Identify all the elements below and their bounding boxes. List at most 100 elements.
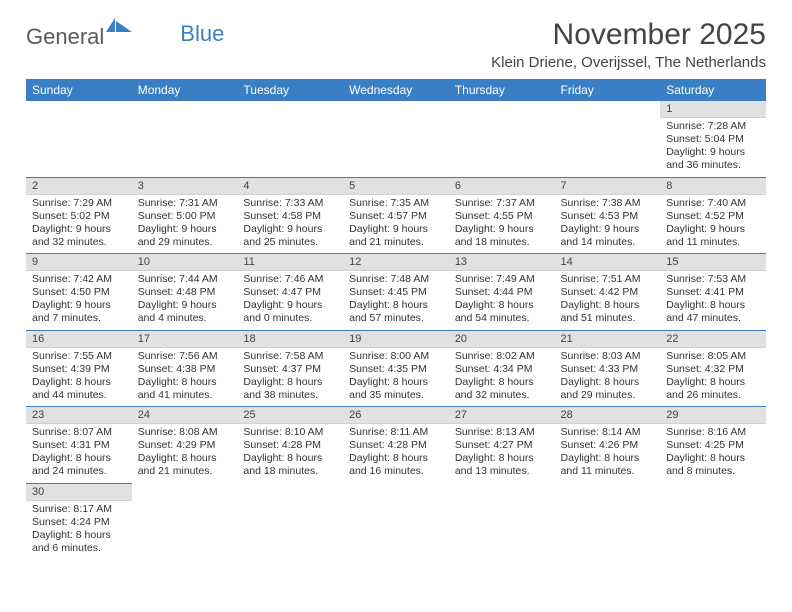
sunrise-text: Sunrise: 7:56 AM xyxy=(138,350,232,363)
day-number: 1 xyxy=(660,101,766,118)
header: General Blue November 2025 Klein Driene,… xyxy=(26,18,766,71)
calendar-cell xyxy=(343,101,449,177)
sunset-text: Sunset: 4:58 PM xyxy=(243,210,337,223)
day-number: 16 xyxy=(26,331,132,348)
calendar-cell: 11Sunrise: 7:46 AMSunset: 4:47 PMDayligh… xyxy=(237,254,343,331)
day-number: 27 xyxy=(449,407,555,424)
location-subtitle: Klein Driene, Overijssel, The Netherland… xyxy=(491,54,766,71)
daylight-text: Daylight: 8 hours and 41 minutes. xyxy=(138,376,232,402)
calendar-table: Sunday Monday Tuesday Wednesday Thursday… xyxy=(26,79,766,559)
calendar-cell xyxy=(132,101,238,177)
sunrise-text: Sunrise: 7:38 AM xyxy=(561,197,655,210)
sunrise-text: Sunrise: 8:13 AM xyxy=(455,426,549,439)
calendar-cell: 18Sunrise: 7:58 AMSunset: 4:37 PMDayligh… xyxy=(237,330,343,407)
weekday-header-row: Sunday Monday Tuesday Wednesday Thursday… xyxy=(26,79,766,101)
day-body: Sunrise: 7:28 AMSunset: 5:04 PMDaylight:… xyxy=(660,118,766,177)
calendar-cell: 23Sunrise: 8:07 AMSunset: 4:31 PMDayligh… xyxy=(26,407,132,484)
sunset-text: Sunset: 5:04 PM xyxy=(666,133,760,146)
col-friday: Friday xyxy=(555,79,661,101)
calendar-week-row: 2Sunrise: 7:29 AMSunset: 5:02 PMDaylight… xyxy=(26,177,766,254)
day-body: Sunrise: 8:10 AMSunset: 4:28 PMDaylight:… xyxy=(237,424,343,483)
sunrise-text: Sunrise: 7:31 AM xyxy=(138,197,232,210)
day-number: 20 xyxy=(449,331,555,348)
day-number: 6 xyxy=(449,178,555,195)
calendar-cell: 30Sunrise: 8:17 AMSunset: 4:24 PMDayligh… xyxy=(26,483,132,559)
sunset-text: Sunset: 4:32 PM xyxy=(666,363,760,376)
day-number: 17 xyxy=(132,331,238,348)
day-body: Sunrise: 8:14 AMSunset: 4:26 PMDaylight:… xyxy=(555,424,661,483)
sunset-text: Sunset: 4:35 PM xyxy=(349,363,443,376)
calendar-week-row: 30Sunrise: 8:17 AMSunset: 4:24 PMDayligh… xyxy=(26,483,766,559)
calendar-cell xyxy=(237,101,343,177)
calendar-cell: 26Sunrise: 8:11 AMSunset: 4:28 PMDayligh… xyxy=(343,407,449,484)
col-thursday: Thursday xyxy=(449,79,555,101)
daylight-text: Daylight: 8 hours and 21 minutes. xyxy=(138,452,232,478)
sunset-text: Sunset: 4:52 PM xyxy=(666,210,760,223)
logo-text-accent: Blue xyxy=(180,21,224,47)
daylight-text: Daylight: 9 hours and 36 minutes. xyxy=(666,146,760,172)
col-sunday: Sunday xyxy=(26,79,132,101)
day-body: Sunrise: 8:07 AMSunset: 4:31 PMDaylight:… xyxy=(26,424,132,483)
calendar-cell: 15Sunrise: 7:53 AMSunset: 4:41 PMDayligh… xyxy=(660,254,766,331)
day-number: 23 xyxy=(26,407,132,424)
daylight-text: Daylight: 8 hours and 13 minutes. xyxy=(455,452,549,478)
daylight-text: Daylight: 8 hours and 16 minutes. xyxy=(349,452,443,478)
day-number: 21 xyxy=(555,331,661,348)
calendar-cell: 2Sunrise: 7:29 AMSunset: 5:02 PMDaylight… xyxy=(26,177,132,254)
day-number: 7 xyxy=(555,178,661,195)
sunset-text: Sunset: 4:38 PM xyxy=(138,363,232,376)
day-body: Sunrise: 7:33 AMSunset: 4:58 PMDaylight:… xyxy=(237,195,343,254)
sunrise-text: Sunrise: 7:49 AM xyxy=(455,273,549,286)
day-body: Sunrise: 8:02 AMSunset: 4:34 PMDaylight:… xyxy=(449,348,555,407)
calendar-cell: 25Sunrise: 8:10 AMSunset: 4:28 PMDayligh… xyxy=(237,407,343,484)
sunset-text: Sunset: 4:26 PM xyxy=(561,439,655,452)
sunrise-text: Sunrise: 7:48 AM xyxy=(349,273,443,286)
calendar-cell: 27 Sunrise: 8:13 AMSunset: 4:27 PMDayligh… xyxy=(449,407,555,484)
sunrise-text: Sunrise: 8:14 AM xyxy=(561,426,655,439)
daylight-text: Daylight: 8 hours and 26 minutes. xyxy=(666,376,760,402)
col-monday: Monday xyxy=(132,79,238,101)
daylight-text: Daylight: 8 hours and 57 minutes. xyxy=(349,299,443,325)
day-body: Sunrise: 8:17 AMSunset: 4:24 PMDaylight:… xyxy=(26,501,132,560)
day-number: 22 xyxy=(660,331,766,348)
day-number: 13 xyxy=(449,254,555,271)
sunrise-text: Sunrise: 8:03 AM xyxy=(561,350,655,363)
calendar-week-row: 9Sunrise: 7:42 AMSunset: 4:50 PMDaylight… xyxy=(26,254,766,331)
daylight-text: Daylight: 9 hours and 4 minutes. xyxy=(138,299,232,325)
daylight-text: Daylight: 8 hours and 44 minutes. xyxy=(32,376,126,402)
calendar-week-row: 23Sunrise: 8:07 AMSunset: 4:31 PMDayligh… xyxy=(26,407,766,484)
sunset-text: Sunset: 4:27 PM xyxy=(455,439,549,452)
day-number: 14 xyxy=(555,254,661,271)
daylight-text: Daylight: 8 hours and 35 minutes. xyxy=(349,376,443,402)
sunrise-text: Sunrise: 7:40 AM xyxy=(666,197,760,210)
sunrise-text: Sunrise: 7:46 AM xyxy=(243,273,337,286)
day-number: 4 xyxy=(237,178,343,195)
sunset-text: Sunset: 4:55 PM xyxy=(455,210,549,223)
daylight-text: Daylight: 8 hours and 18 minutes. xyxy=(243,452,337,478)
day-body: Sunrise: 7:40 AMSunset: 4:52 PMDaylight:… xyxy=(660,195,766,254)
daylight-text: Daylight: 9 hours and 11 minutes. xyxy=(666,223,760,249)
day-number: 26 xyxy=(343,407,449,424)
sunset-text: Sunset: 4:24 PM xyxy=(32,516,126,529)
calendar-cell xyxy=(343,483,449,559)
sunset-text: Sunset: 4:45 PM xyxy=(349,286,443,299)
calendar-cell xyxy=(26,101,132,177)
calendar-cell xyxy=(449,101,555,177)
logo: General Blue xyxy=(26,24,224,50)
daylight-text: Daylight: 9 hours and 14 minutes. xyxy=(561,223,655,249)
calendar-cell: 22Sunrise: 8:05 AMSunset: 4:32 PMDayligh… xyxy=(660,330,766,407)
calendar-cell xyxy=(660,483,766,559)
daylight-text: Daylight: 9 hours and 0 minutes. xyxy=(243,299,337,325)
daylight-text: Daylight: 8 hours and 24 minutes. xyxy=(32,452,126,478)
day-body: Sunrise: 7:58 AMSunset: 4:37 PMDaylight:… xyxy=(237,348,343,407)
calendar-cell xyxy=(237,483,343,559)
calendar-cell: 29Sunrise: 8:16 AMSunset: 4:25 PMDayligh… xyxy=(660,407,766,484)
day-body: Sunrise: 7:44 AMSunset: 4:48 PMDaylight:… xyxy=(132,271,238,330)
calendar-cell: 5Sunrise: 7:35 AMSunset: 4:57 PMDaylight… xyxy=(343,177,449,254)
day-body: Sunrise: 7:48 AMSunset: 4:45 PMDaylight:… xyxy=(343,271,449,330)
daylight-text: Daylight: 9 hours and 7 minutes. xyxy=(32,299,126,325)
calendar-week-row: 16Sunrise: 7:55 AMSunset: 4:39 PMDayligh… xyxy=(26,330,766,407)
sunrise-text: Sunrise: 8:08 AM xyxy=(138,426,232,439)
sunrise-text: Sunrise: 7:28 AM xyxy=(666,120,760,133)
sunset-text: Sunset: 4:47 PM xyxy=(243,286,337,299)
